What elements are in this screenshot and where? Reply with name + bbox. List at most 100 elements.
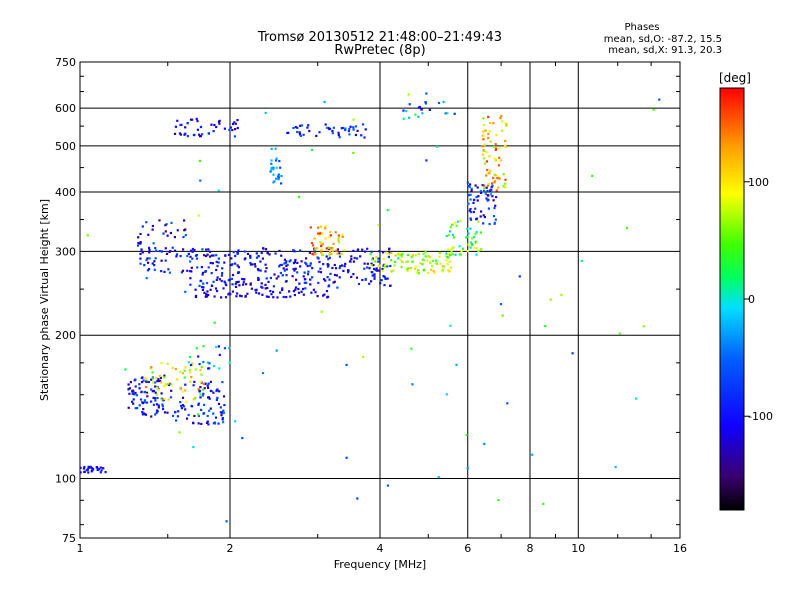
- data-point: [318, 131, 321, 134]
- data-point: [424, 255, 427, 258]
- data-point: [145, 393, 148, 396]
- data-point: [218, 353, 221, 356]
- data-point: [223, 404, 226, 407]
- data-point: [459, 219, 462, 222]
- data-point: [368, 282, 371, 285]
- data-point: [307, 124, 310, 127]
- data-point: [237, 280, 240, 283]
- data-point: [302, 293, 305, 296]
- data-point: [159, 376, 162, 379]
- data-point: [186, 122, 189, 125]
- y-tick-label: 750: [55, 56, 76, 69]
- data-point: [150, 388, 153, 391]
- data-point: [326, 276, 329, 279]
- data-point: [80, 471, 82, 474]
- data-point: [185, 417, 189, 420]
- data-point: [473, 247, 476, 250]
- data-point: [335, 249, 338, 252]
- data-point: [469, 246, 472, 249]
- data-point: [496, 177, 499, 180]
- data-point: [200, 285, 204, 289]
- data-point: [166, 411, 169, 414]
- data-point: [446, 262, 449, 265]
- data-point: [191, 257, 194, 260]
- data-point: [352, 128, 355, 131]
- data-point: [270, 159, 273, 162]
- data-point: [166, 362, 169, 365]
- data-point: [213, 295, 216, 298]
- data-point: [321, 253, 325, 256]
- data-point: [224, 296, 228, 299]
- data-point: [366, 262, 369, 265]
- data-point: [150, 415, 153, 418]
- data-point: [138, 404, 141, 407]
- data-point: [191, 362, 194, 365]
- data-point: [174, 368, 177, 371]
- data-point: [366, 266, 369, 269]
- data-point: [328, 256, 331, 259]
- data-point: [153, 397, 157, 400]
- data-point: [151, 262, 154, 265]
- data-point: [389, 284, 392, 287]
- data-point: [254, 289, 257, 292]
- data-point: [231, 129, 234, 132]
- data-point: [234, 128, 237, 131]
- colorbar-tick-label: -100: [748, 410, 773, 423]
- data-point: [194, 368, 197, 371]
- data-point: [347, 269, 350, 272]
- data-point: [267, 280, 270, 283]
- data-point: [314, 248, 317, 251]
- data-point: [192, 445, 195, 449]
- data-point: [328, 251, 331, 254]
- data-point: [238, 284, 241, 287]
- data-point: [276, 296, 279, 299]
- data-point: [425, 159, 428, 162]
- data-point: [441, 270, 444, 273]
- data-point: [313, 251, 316, 254]
- data-point: [299, 134, 302, 137]
- data-point: [261, 257, 264, 260]
- data-point: [316, 247, 319, 250]
- data-point: [201, 394, 204, 397]
- data-point: [210, 254, 213, 257]
- data-point: [505, 124, 508, 127]
- data-point: [324, 279, 327, 282]
- data-point: [331, 266, 334, 270]
- data-point: [275, 166, 278, 169]
- data-point: [322, 278, 326, 281]
- data-point: [444, 254, 447, 257]
- data-point: [170, 389, 173, 392]
- data-point: [402, 109, 405, 112]
- data-point: [266, 286, 269, 290]
- data-point: [204, 382, 207, 385]
- data-point: [447, 234, 451, 237]
- data-point: [418, 105, 421, 109]
- data-point: [350, 275, 353, 278]
- data-point: [281, 288, 284, 292]
- data-point: [373, 275, 376, 278]
- data-point: [195, 117, 198, 120]
- data-point: [348, 127, 351, 130]
- data-point: [338, 241, 341, 244]
- data-point: [458, 245, 461, 248]
- data-point: [167, 398, 170, 401]
- data-point: [255, 291, 258, 294]
- data-point: [371, 274, 374, 277]
- data-point: [293, 269, 296, 272]
- data-point: [165, 383, 168, 386]
- data-point: [255, 252, 258, 255]
- data-point: [445, 252, 448, 255]
- data-point: [253, 263, 256, 266]
- data-point: [207, 367, 210, 370]
- data-point: [209, 389, 212, 392]
- data-point: [151, 371, 154, 374]
- x-tick-label: 16: [673, 542, 687, 555]
- data-point: [195, 257, 199, 260]
- data-point: [207, 266, 210, 269]
- data-point: [218, 390, 221, 393]
- data-point: [195, 347, 198, 350]
- data-point: [625, 226, 629, 230]
- data-point: [215, 278, 218, 281]
- data-point: [138, 387, 141, 390]
- data-point: [143, 264, 146, 267]
